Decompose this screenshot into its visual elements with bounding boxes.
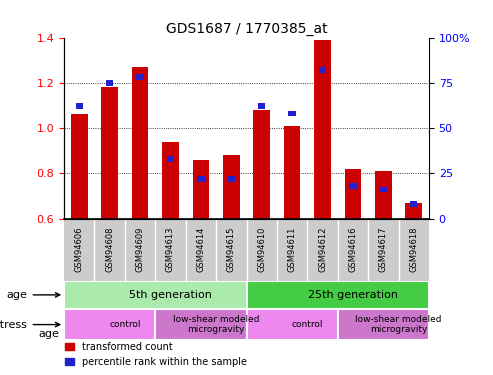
Bar — [75, 104, 83, 109]
Text: GSM94618: GSM94618 — [409, 227, 418, 272]
Bar — [167, 156, 174, 162]
Legend: transformed count, percentile rank within the sample: transformed count, percentile rank withi… — [62, 338, 251, 370]
Bar — [338, 309, 429, 340]
Text: GSM94608: GSM94608 — [105, 227, 114, 272]
Text: GSM94610: GSM94610 — [257, 227, 266, 272]
Bar — [228, 176, 235, 182]
Bar — [380, 187, 387, 192]
Bar — [314, 40, 331, 219]
Text: GSM94611: GSM94611 — [287, 227, 297, 272]
Bar — [284, 126, 300, 219]
Text: GSM94609: GSM94609 — [136, 227, 144, 272]
Text: GSM94616: GSM94616 — [349, 227, 357, 272]
Text: GSM94615: GSM94615 — [227, 227, 236, 272]
Text: control: control — [109, 320, 141, 329]
Bar — [64, 309, 155, 340]
Bar — [288, 111, 296, 116]
Bar — [258, 104, 265, 109]
Bar — [102, 87, 118, 219]
Bar — [345, 169, 361, 219]
Text: stress: stress — [0, 320, 60, 330]
Bar — [193, 160, 209, 219]
Bar — [253, 110, 270, 219]
Text: GSM94613: GSM94613 — [166, 227, 175, 272]
Bar — [106, 80, 113, 86]
Bar — [64, 281, 246, 309]
Title: GDS1687 / 1770385_at: GDS1687 / 1770385_at — [166, 22, 327, 36]
Text: low-shear modeled
microgravity: low-shear modeled microgravity — [173, 315, 259, 334]
Text: 25th generation: 25th generation — [308, 290, 398, 300]
Bar — [410, 201, 418, 207]
Text: GSM94612: GSM94612 — [318, 227, 327, 272]
Bar — [223, 155, 240, 219]
Text: age: age — [38, 329, 59, 339]
Text: low-shear modeled
microgravity: low-shear modeled microgravity — [355, 315, 442, 334]
Bar — [132, 67, 148, 219]
Bar — [246, 309, 338, 340]
Text: control: control — [291, 320, 323, 329]
Text: GSM94614: GSM94614 — [196, 227, 206, 272]
Bar — [375, 171, 391, 219]
Text: GSM94617: GSM94617 — [379, 227, 388, 272]
Bar — [137, 75, 144, 80]
Bar — [319, 67, 326, 73]
Bar — [349, 183, 356, 189]
Bar — [155, 309, 246, 340]
Bar — [405, 202, 422, 219]
Text: GSM94606: GSM94606 — [75, 227, 84, 272]
Bar — [71, 114, 88, 219]
Bar — [246, 281, 429, 309]
Text: age: age — [7, 290, 60, 300]
Text: 5th generation: 5th generation — [129, 290, 212, 300]
Bar — [162, 142, 179, 219]
Bar — [197, 176, 205, 182]
